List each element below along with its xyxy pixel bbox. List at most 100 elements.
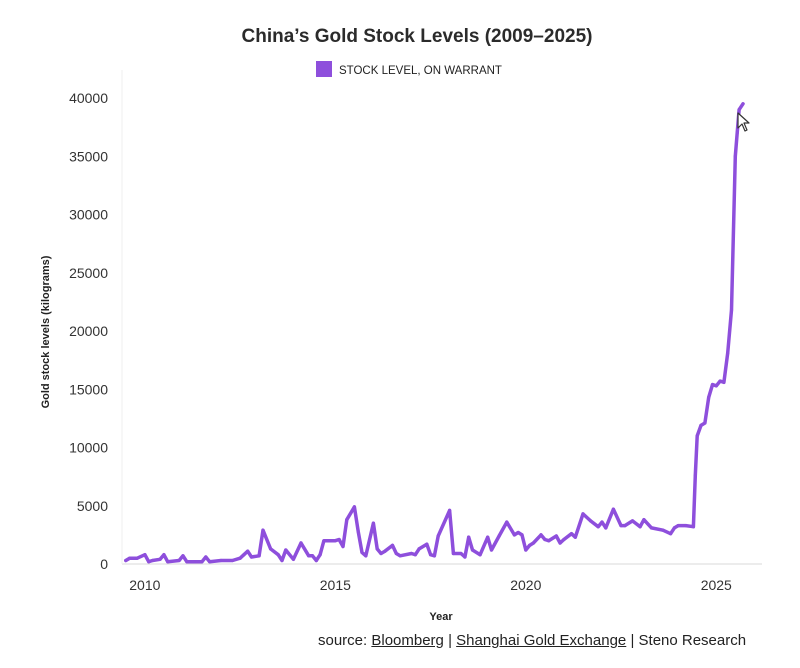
- y-tick-label: 15000: [69, 381, 108, 397]
- data-point: [310, 554, 315, 558]
- data-point: [486, 535, 490, 539]
- data-point: [413, 553, 417, 557]
- data-point: [371, 521, 375, 525]
- data-point: [703, 421, 707, 425]
- data-point: [505, 520, 509, 524]
- data-point: [478, 553, 482, 557]
- data-point: [676, 524, 680, 528]
- data-point: [356, 529, 360, 534]
- data-point: [257, 554, 261, 558]
- data-point: [276, 553, 280, 557]
- data-point: [230, 558, 235, 563]
- data-point: [733, 154, 737, 158]
- data-point: [360, 550, 364, 555]
- data-point: [379, 551, 383, 556]
- data-point: [352, 505, 356, 509]
- data-point: [558, 541, 562, 545]
- data-point: [432, 554, 436, 558]
- data-point: [573, 535, 577, 539]
- data-point: [672, 526, 677, 530]
- data-point: [729, 308, 734, 312]
- data-point: [280, 558, 284, 563]
- data-point: [436, 534, 440, 538]
- data-point: [375, 547, 379, 551]
- data-point: [390, 543, 395, 548]
- data-point: [467, 535, 471, 539]
- data-point: [417, 547, 421, 551]
- data-point: [291, 557, 295, 561]
- data-point: [642, 518, 646, 522]
- data-point: [147, 560, 151, 564]
- data-point: [516, 530, 520, 535]
- data-point: [242, 553, 246, 557]
- data-point: [394, 551, 398, 556]
- data-point: [124, 558, 128, 563]
- data-point: [669, 532, 673, 536]
- series-line-stock-level: [124, 102, 745, 564]
- source-link-bloomberg[interactable]: Bloomberg: [371, 632, 444, 649]
- data-point: [249, 555, 254, 559]
- data-point: [135, 556, 139, 560]
- data-point: [707, 395, 711, 399]
- x-tick-label: 2010: [129, 577, 160, 593]
- data-point: [638, 525, 642, 529]
- data-point: [554, 534, 558, 538]
- data-point: [581, 512, 585, 516]
- data-point: [314, 558, 318, 563]
- data-point: [219, 558, 223, 563]
- data-point: [735, 131, 739, 135]
- data-point: [569, 532, 574, 536]
- y-tick-label: 25000: [69, 265, 108, 281]
- data-point: [208, 560, 212, 564]
- data-point: [463, 555, 467, 559]
- data-point: [710, 383, 715, 387]
- data-point: [246, 549, 250, 553]
- data-point: [322, 539, 326, 543]
- chart-title: China’s Gold Stock Levels (2009–2025): [242, 26, 593, 47]
- data-point: [166, 560, 170, 564]
- data-point: [364, 554, 368, 558]
- data-point: [600, 520, 604, 524]
- data-point: [398, 554, 402, 558]
- source-steno-research: Steno Research: [638, 632, 747, 649]
- y-tick-label: 0: [100, 556, 108, 572]
- x-tick-label: 2025: [701, 577, 732, 593]
- data-point: [200, 560, 204, 564]
- data-point: [429, 553, 433, 557]
- legend-label: STOCK LEVEL, ON WARRANT: [339, 65, 502, 77]
- data-point: [726, 351, 730, 355]
- data-point: [543, 537, 547, 542]
- data-point: [409, 551, 414, 556]
- data-point: [589, 519, 593, 523]
- data-point: [192, 560, 196, 564]
- data-point: [448, 508, 452, 512]
- legend-swatch: [316, 61, 332, 77]
- source-link-shanghai-gold-exchange[interactable]: Shanghai Gold Exchange: [456, 632, 627, 649]
- data-point: [596, 525, 600, 529]
- legend: STOCK LEVEL, ON WARRANT: [316, 61, 502, 77]
- data-point: [630, 519, 635, 523]
- source-credit: source: Bloomberg | Shanghai Gold Exchan…: [318, 632, 746, 649]
- y-tick-label: 40000: [69, 90, 108, 106]
- data-point: [512, 533, 517, 537]
- data-point: [470, 548, 475, 552]
- x-axis-ticks: 2010 2015 2020 2025: [129, 577, 732, 593]
- data-point: [345, 518, 349, 522]
- data-point: [528, 543, 532, 548]
- data-point: [539, 533, 543, 537]
- y-axis-ticks: 0 5000 10000 15000 20000 25000 30000 35000 40000: [69, 90, 108, 572]
- data-point: [128, 556, 132, 560]
- y-tick-label: 35000: [69, 148, 108, 164]
- data-point: [459, 551, 463, 556]
- y-tick-label: 20000: [69, 323, 108, 339]
- data-point: [623, 524, 627, 528]
- data-point: [520, 533, 524, 537]
- data-point: [238, 556, 242, 560]
- data-point: [489, 548, 494, 552]
- y-tick-label: 30000: [69, 207, 108, 223]
- mouse-pointer-icon: [737, 112, 750, 132]
- data-point: [383, 549, 387, 553]
- data-point: [722, 380, 726, 384]
- data-point: [307, 554, 311, 558]
- data-point: [497, 534, 501, 538]
